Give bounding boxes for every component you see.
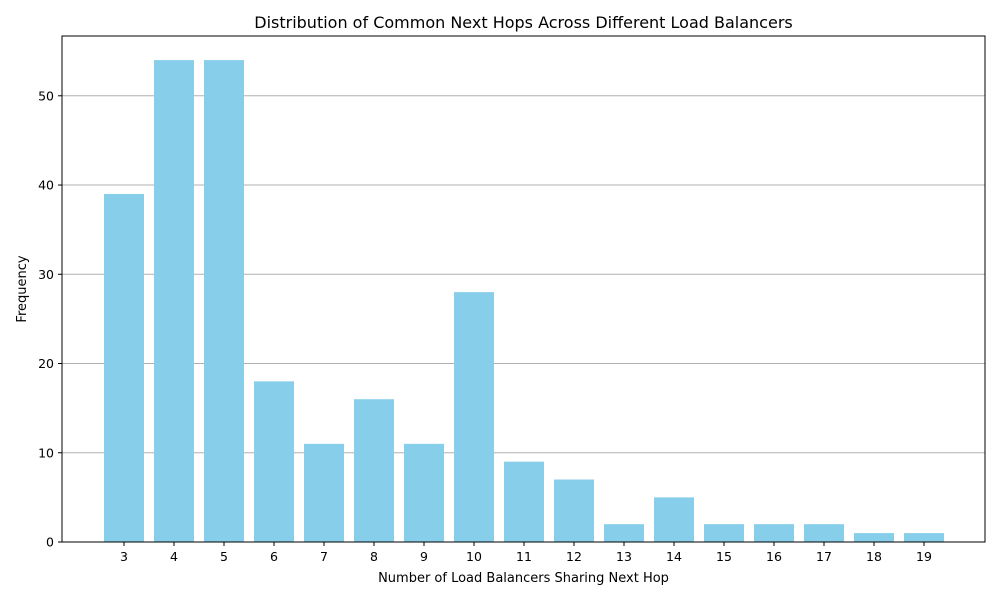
x-tick-label: 16 [766,549,782,564]
y-tick-label: 0 [46,535,54,550]
x-tick-label: 3 [120,549,128,564]
x-tick-label: 17 [816,549,832,564]
bar-7 [304,443,344,542]
y-tick-label: 50 [38,88,54,103]
chart-title: Distribution of Common Next Hops Across … [254,13,792,32]
bar-6 [254,381,294,542]
bar-8 [354,399,394,542]
x-tick-label: 4 [170,549,178,564]
x-axis-ticks: 3 4 5 6 7 8 9 10 11 12 13 14 15 16 17 18 19 [120,542,932,564]
bars [104,60,944,542]
bar-18 [854,533,894,542]
bar-19 [904,533,944,542]
bar-4 [154,60,194,542]
bar-11 [504,461,544,542]
x-tick-label: 5 [220,549,228,564]
x-tick-label: 18 [866,549,882,564]
bar-15 [704,524,744,542]
bar-10 [454,292,494,542]
bar-12 [554,479,594,542]
bar-5 [204,60,244,542]
x-axis-label: Number of Load Balancers Sharing Next Ho… [378,571,669,586]
x-tick-label: 9 [420,549,428,564]
bar-3 [104,193,144,542]
y-tick-label: 20 [38,356,54,371]
bar-13 [604,524,644,542]
bar-17 [804,524,844,542]
y-tick-label: 10 [38,445,54,460]
y-tick-label: 30 [38,267,54,282]
bar-14 [654,497,694,542]
y-tick-label: 40 [38,178,54,193]
bar-9 [404,443,444,542]
x-tick-label: 8 [370,549,378,564]
x-tick-label: 6 [270,549,278,564]
x-tick-label: 12 [566,549,582,564]
x-tick-label: 10 [466,549,482,564]
x-tick-label: 13 [616,549,632,564]
x-tick-label: 14 [666,549,682,564]
x-tick-label: 7 [320,549,328,564]
bar-16 [754,524,794,542]
x-tick-label: 19 [916,549,932,564]
y-axis-label: Frequency [15,255,30,322]
y-axis-ticks: 0 10 20 30 40 50 [38,88,62,550]
x-tick-label: 11 [516,549,532,564]
x-tick-label: 15 [716,549,732,564]
